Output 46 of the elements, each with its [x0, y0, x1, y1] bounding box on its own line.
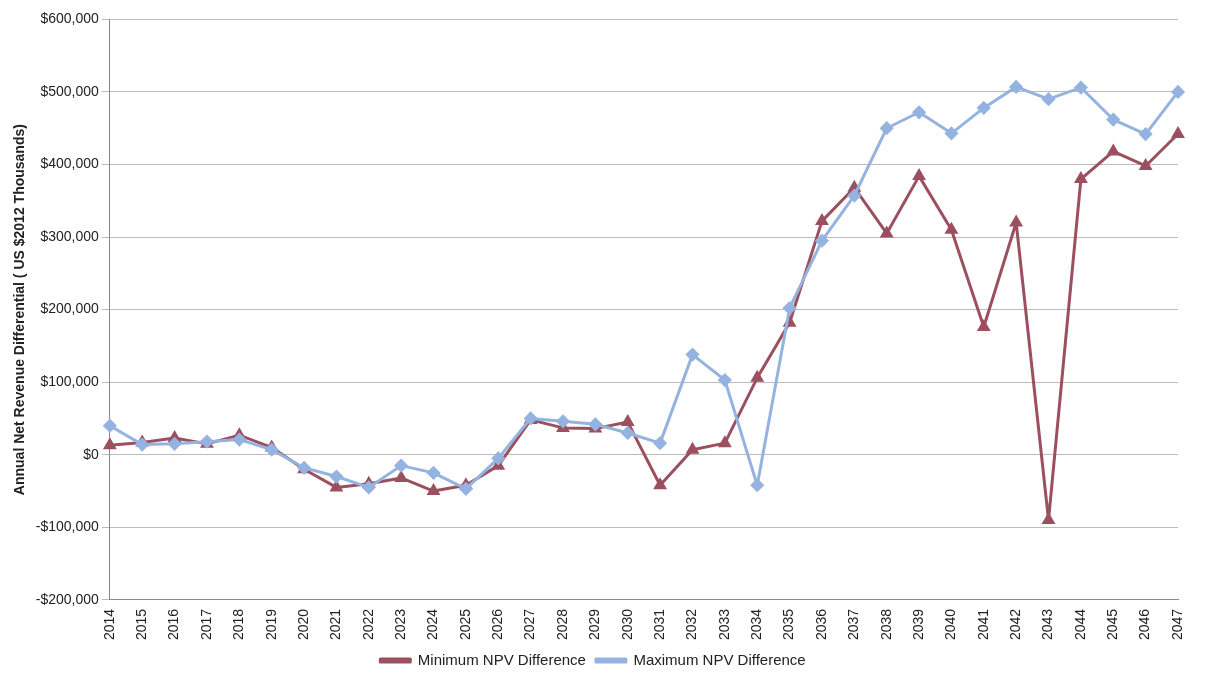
y-axis-title: Annual Net Revenue Differential ( US $2012 Thousands): [11, 124, 28, 496]
x-tick-label: 2043: [1039, 608, 1056, 641]
x-tick-label: 2015: [133, 608, 150, 641]
x-tick-label: 2025: [456, 608, 473, 641]
x-tick-label: 2020: [294, 608, 311, 641]
x-tick-label: 2040: [942, 608, 959, 641]
legend-label: Minimum NPV Difference: [417, 650, 586, 668]
x-tick-label: 2029: [586, 608, 603, 641]
x-tick-label: 2036: [812, 608, 829, 641]
y-tick-label: $600,000: [40, 10, 100, 27]
y-tick-label: $400,000: [40, 155, 100, 172]
x-tick-label: 2033: [715, 608, 732, 641]
y-tick-label: -$200,000: [35, 590, 100, 607]
x-tick-label: 2014: [100, 608, 117, 641]
y-tick-label: -$100,000: [35, 518, 100, 535]
x-tick-label: 2022: [359, 608, 376, 641]
x-tick-label: 2019: [262, 608, 279, 641]
y-tick-label: $500,000: [40, 82, 100, 99]
x-tick-label: 2024: [424, 608, 441, 641]
x-tick-label: 2016: [165, 608, 182, 641]
x-tick-label: 2026: [489, 608, 506, 641]
x-tick-label: 2038: [877, 608, 894, 641]
x-tick-label: 2039: [909, 608, 926, 641]
legend-label: Maximum NPV Difference: [633, 650, 806, 668]
y-tick-label: $100,000: [40, 373, 100, 390]
x-tick-label: 2041: [974, 608, 991, 641]
x-tick-label: 2017: [197, 608, 214, 641]
x-tick-label: 2027: [521, 608, 538, 641]
y-tick-label: $300,000: [40, 227, 100, 244]
x-tick-label: 2045: [1104, 608, 1121, 641]
y-tick-label: $200,000: [40, 300, 100, 317]
x-tick-label: 2047: [1168, 608, 1185, 641]
x-tick-label: 2035: [780, 608, 797, 641]
x-tick-label: 2028: [553, 608, 570, 641]
y-tick-label: $0: [83, 445, 100, 462]
x-tick-label: 2034: [748, 608, 765, 641]
x-tick-label: 2030: [618, 608, 635, 641]
x-tick-label: 2023: [392, 608, 409, 641]
x-tick-label: 2032: [683, 608, 700, 641]
x-tick-label: 2046: [1136, 608, 1153, 641]
x-tick-label: 2042: [1007, 608, 1024, 641]
x-tick-label: 2018: [230, 608, 247, 641]
x-tick-label: 2021: [327, 608, 344, 641]
x-tick-label: 2037: [845, 608, 862, 641]
x-tick-label: 2031: [650, 608, 667, 641]
x-tick-label: 2044: [1071, 608, 1088, 641]
